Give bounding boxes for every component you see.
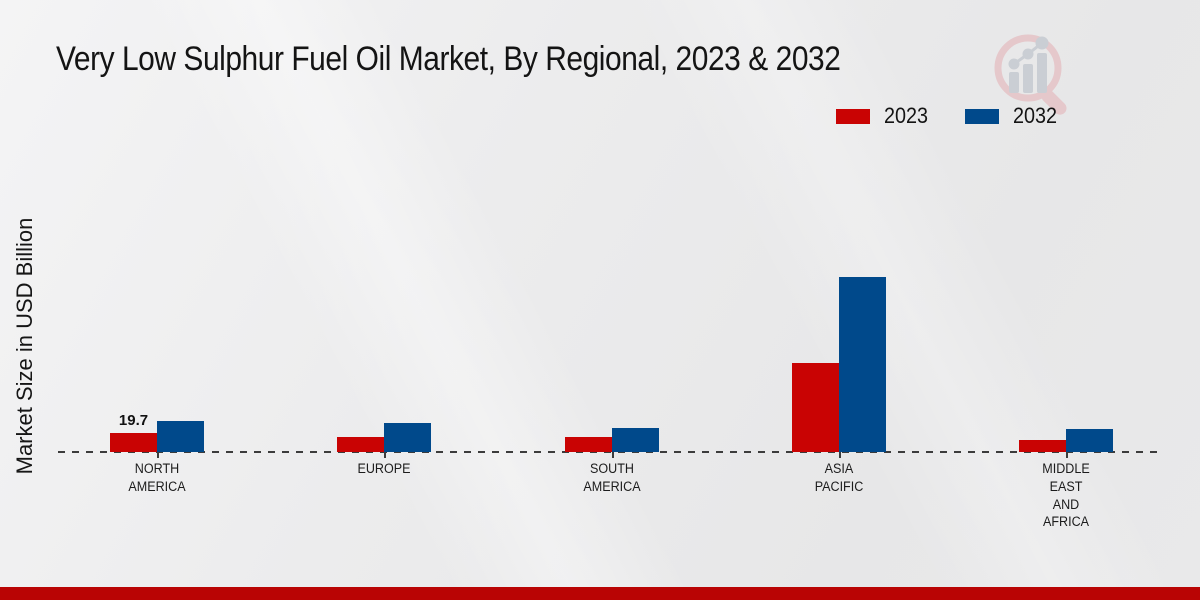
data-label: 19.7 bbox=[118, 412, 149, 429]
category-label-middle-east-and-africa: MIDDLE EAST AND AFRICA bbox=[1042, 461, 1090, 530]
bar-2023-asia-pacific bbox=[792, 363, 839, 452]
axis-tick bbox=[157, 452, 159, 458]
axis-tick bbox=[384, 452, 386, 458]
axis-tick bbox=[612, 452, 614, 458]
bar-2023-middle-east-and-africa bbox=[1019, 440, 1066, 452]
bar-2032-south-america bbox=[612, 428, 659, 452]
bar-2023-north-america bbox=[110, 433, 157, 452]
legend-label-2023: 2023 bbox=[884, 103, 929, 128]
x-axis-baseline bbox=[58, 451, 1163, 453]
bar-2032-europe bbox=[384, 423, 431, 452]
category-label-north-america: NORTH AMERICA bbox=[128, 461, 186, 494]
bar-2023-south-america bbox=[565, 437, 612, 452]
bottom-accent-bar bbox=[0, 587, 1200, 600]
legend-swatch-2023 bbox=[836, 108, 870, 124]
legend-item-2023: 2023 bbox=[836, 103, 933, 129]
magnifier-bar-chart-logo bbox=[994, 34, 1067, 115]
bar-2032-middle-east-and-africa bbox=[1066, 429, 1113, 452]
bar-2032-north-america bbox=[157, 421, 204, 452]
axis-tick bbox=[839, 452, 841, 458]
legend: 2023 2032 bbox=[836, 103, 1062, 129]
category-label-south-america: SOUTH AMERICA bbox=[583, 461, 641, 494]
category-label-asia-pacific: ASIA PACIFIC bbox=[814, 461, 864, 494]
chart-title: Very Low Sulphur Fuel Oil Market, By Reg… bbox=[56, 40, 841, 78]
axis-tick bbox=[1066, 452, 1068, 458]
legend-item-2032: 2032 bbox=[964, 103, 1062, 129]
bar-2032-asia-pacific bbox=[839, 277, 886, 452]
legend-label-2032: 2032 bbox=[1012, 103, 1058, 128]
bar-2023-europe bbox=[337, 437, 384, 452]
legend-swatch-2032 bbox=[964, 108, 999, 124]
category-label-europe: EUROPE bbox=[357, 461, 411, 476]
